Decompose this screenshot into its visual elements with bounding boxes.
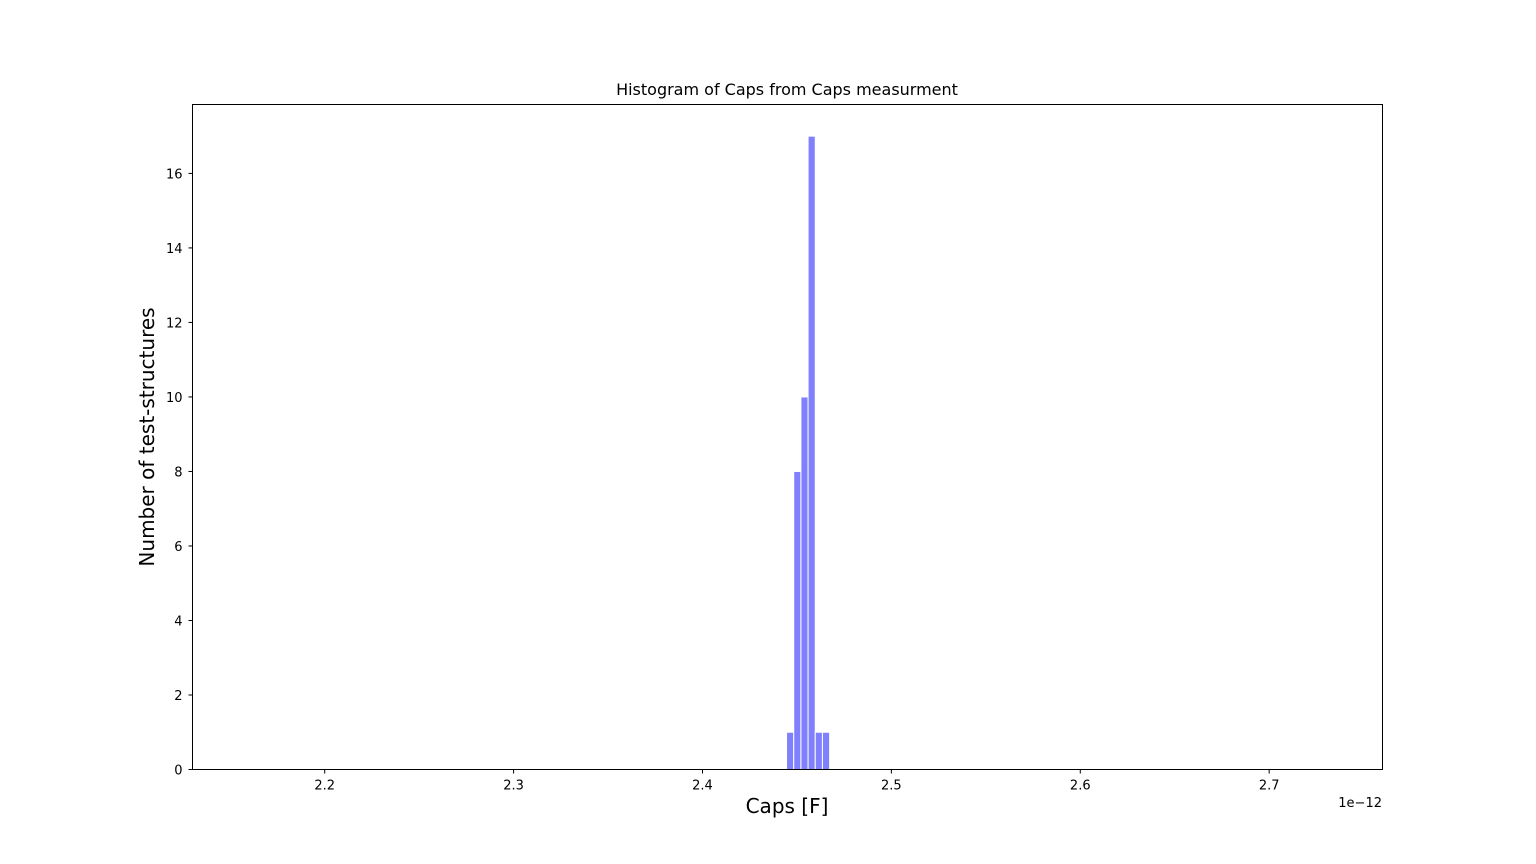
y-axis-ticks: 0 2 4 6 8 10 12 14 16 xyxy=(166,167,193,779)
x-tick-label: 2.2 xyxy=(314,779,335,794)
x-tick-label: 2.5 xyxy=(881,779,902,794)
x-axis-ticks: 2.2 2.3 2.4 2.5 2.6 2.7 xyxy=(314,769,1280,794)
y-tick-label: 0 xyxy=(174,764,182,779)
y-tick-label: 6 xyxy=(174,540,182,555)
histogram-bar xyxy=(800,396,809,770)
plot-frame xyxy=(192,104,1383,770)
histogram-bar xyxy=(786,731,795,771)
histogram-bar xyxy=(793,470,802,770)
chart-title: Histogram of Caps from Caps measurment xyxy=(616,80,958,99)
y-tick-label: 16 xyxy=(166,167,183,182)
y-tick-label: 10 xyxy=(166,391,183,406)
y-tick-label: 4 xyxy=(174,614,182,629)
bars-group xyxy=(786,135,831,771)
histogram-bar xyxy=(821,731,831,771)
y-tick-label: 14 xyxy=(166,242,183,257)
x-tick-label: 2.6 xyxy=(1070,779,1091,794)
x-axis-label: Caps [F] xyxy=(746,794,829,818)
y-tick-label: 2 xyxy=(174,689,182,704)
y-tick-label: 8 xyxy=(174,465,182,480)
histogram-bar xyxy=(814,731,823,771)
x-tick-label: 2.3 xyxy=(503,779,524,794)
x-tick-label: 2.7 xyxy=(1259,779,1280,794)
y-tick-label: 12 xyxy=(166,316,183,331)
histogram-bar xyxy=(807,135,816,770)
y-axis-label: Number of test-structures xyxy=(135,307,159,566)
x-offset-label: 1e−12 xyxy=(1338,796,1382,811)
x-tick-label: 2.4 xyxy=(692,779,713,794)
